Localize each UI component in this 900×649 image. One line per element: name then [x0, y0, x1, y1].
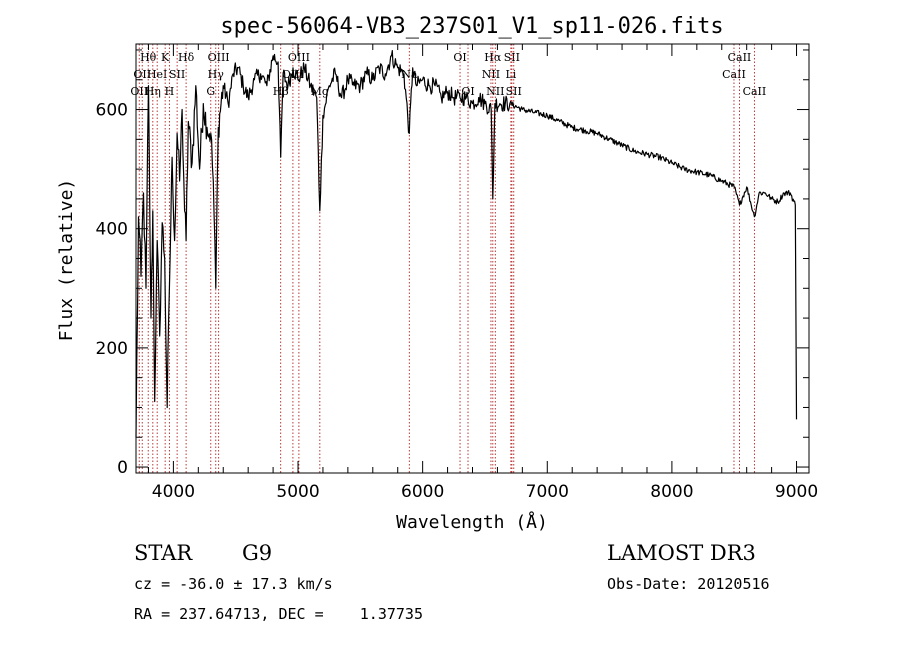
line-id-label: Li: [505, 68, 516, 81]
line-id-label: OII: [130, 85, 148, 98]
line-id-label: SII: [169, 68, 185, 81]
x-tick-label: 9000: [775, 482, 818, 502]
line-id-label: SII: [504, 51, 520, 64]
line-id-label: H: [165, 85, 175, 98]
coordinates-text: RA = 237.64713, DEC = 1.37735: [134, 605, 423, 623]
plot-frame: [135, 43, 810, 474]
line-id-label: CaII: [722, 68, 746, 81]
x-tick-label: 5000: [276, 482, 319, 502]
y-tick-label: 200: [96, 339, 128, 359]
y-axis-label: Flux (relative): [56, 179, 77, 342]
line-id-label: Hδ: [178, 51, 195, 64]
y-tick-label: 400: [96, 220, 128, 240]
redshift-text: cz = -36.0 ± 17.3 km/s: [134, 575, 333, 593]
y-tick-label: 600: [96, 101, 128, 121]
x-tick-label: 8000: [650, 482, 693, 502]
survey-name: LAMOST DR3: [607, 541, 756, 565]
line-id-label: K: [161, 51, 170, 64]
x-tick-label: 7000: [526, 482, 569, 502]
line-id-label: OI: [453, 51, 466, 64]
line-identifications: OIIOIIHθHηHeIKHSIIHδGHγOIIIHβOIIIOIIIMgN…: [130, 44, 766, 473]
line-id-label: CaII: [743, 85, 767, 98]
line-id-label: NII: [482, 68, 500, 81]
line-id-label: Hθ: [140, 51, 157, 64]
object-subclass: G9: [242, 541, 272, 565]
chart-title: spec-56064-VB3_237S01_V1_sp11-026.fits: [220, 14, 723, 39]
line-id-label: CaII: [728, 51, 752, 64]
x-axis-label: Wavelength (Å): [396, 511, 548, 533]
line-id-label: Hβ: [273, 85, 289, 98]
line-id-label: HeI: [147, 68, 167, 81]
line-id-label: Na: [401, 68, 418, 81]
spectrum-line: [135, 50, 798, 438]
line-id-label: Hγ: [208, 68, 225, 81]
line-id-label: NII: [486, 85, 504, 98]
line-id-label: G: [206, 85, 215, 98]
obs-date-text: Obs-Date: 20120516: [607, 575, 770, 593]
line-id-label: OIII: [288, 51, 310, 64]
x-tick-label: 6000: [401, 482, 444, 502]
y-axis-ticks: 0 200 400 600: [96, 49, 809, 478]
x-axis-ticks: 4000 5000 6000 7000 8000 9000: [147, 44, 818, 502]
object-class: STAR: [134, 541, 193, 565]
x-tick-label: 4000: [152, 482, 195, 502]
line-id-label: Hη: [145, 85, 161, 98]
line-id-label: SII: [506, 85, 522, 98]
line-id-label: OIII: [208, 51, 230, 64]
y-tick-label: 0: [117, 458, 128, 478]
line-id-label: Hα: [484, 51, 502, 64]
line-id-label: OII: [133, 68, 151, 81]
